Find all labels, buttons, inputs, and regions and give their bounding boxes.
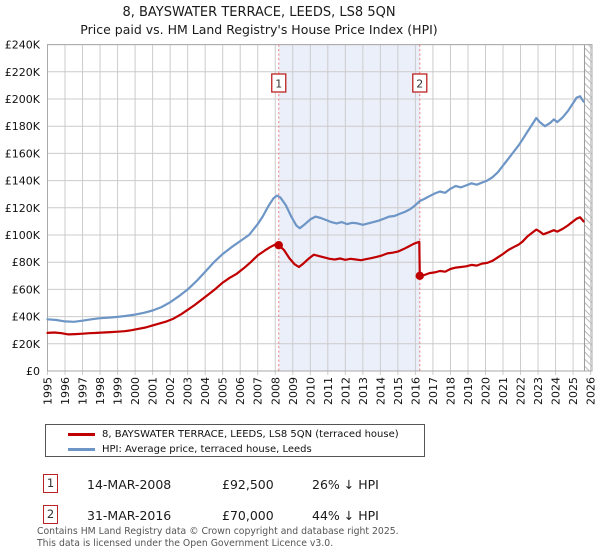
transaction-row-1: 1 14-MAR-2008 £92,500 26% ↓ HPI bbox=[0, 474, 600, 498]
x-axis-tick-label: 2005 bbox=[217, 377, 230, 405]
legend-box: 8, BAYSWATER TERRACE, LEEDS, LS8 5QN (te… bbox=[45, 424, 425, 457]
y-axis-tick-label: £80K bbox=[12, 256, 41, 269]
sale-1-marker-box bbox=[271, 73, 287, 93]
sale-1-dot bbox=[274, 241, 283, 250]
x-axis-tick-label: 2003 bbox=[182, 377, 195, 405]
price-paid-line-swatch bbox=[68, 432, 95, 436]
y-axis-tick-label: £100K bbox=[5, 229, 41, 242]
y-axis-tick-label: £120K bbox=[5, 202, 41, 215]
x-axis-tick-label: 1995 bbox=[42, 377, 55, 405]
x-axis-tick-label: 2002 bbox=[164, 377, 177, 405]
x-axis-tick-label: 2017 bbox=[427, 377, 440, 405]
y-axis-tick-label: £40K bbox=[12, 311, 41, 324]
sale-2-marker-label: 2 bbox=[416, 78, 423, 91]
x-axis-tick-label: 2004 bbox=[199, 377, 212, 405]
x-axis-tick-label: 2018 bbox=[444, 377, 457, 405]
x-axis-tick-label: 2022 bbox=[515, 377, 528, 405]
transaction-2-date: 31-MAR-2016 bbox=[87, 508, 172, 523]
x-axis-tick-label: 2006 bbox=[234, 377, 247, 405]
x-axis-tick-label: 2011 bbox=[322, 377, 335, 405]
transaction-1-date: 14-MAR-2008 bbox=[87, 477, 172, 492]
y-axis-tick-label: £60K bbox=[12, 283, 41, 296]
page-title: 8, BAYSWATER TERRACE, LEEDS, LS8 5QN bbox=[122, 5, 396, 20]
license-footer-line2: This data is licensed under the Open Gov… bbox=[37, 537, 334, 549]
license-footer-line1: Contains HM Land Registry data © Crown c… bbox=[37, 526, 399, 537]
legend-label-price-paid: 8, BAYSWATER TERRACE, LEEDS, LS8 5QN (te… bbox=[102, 428, 399, 440]
x-axis-tick-label: 2012 bbox=[339, 377, 352, 405]
sale-1-marker-label: 1 bbox=[275, 78, 282, 91]
x-axis-tick-label: 2013 bbox=[357, 377, 370, 405]
x-axis-tick-label: 2023 bbox=[532, 377, 545, 405]
price-paid-line bbox=[46, 216, 585, 336]
x-axis-tick-label: 2007 bbox=[252, 377, 265, 405]
transaction-2-vs-hpi: 44% ↓ HPI bbox=[312, 508, 379, 523]
x-axis-tick-label: 2016 bbox=[409, 377, 422, 405]
x-axis-tick-label: 2001 bbox=[147, 377, 160, 405]
y-axis-tick-label: £240K bbox=[5, 39, 41, 52]
transaction-row-2: 2 31-MAR-2016 £70,000 44% ↓ HPI bbox=[0, 505, 600, 529]
x-axis-tick-label: 1996 bbox=[59, 377, 72, 405]
y-axis-tick-label: £200K bbox=[5, 93, 41, 106]
legend-item-hpi: HPI: Average price, terraced house, Leed… bbox=[68, 442, 312, 456]
sale-2-marker-box bbox=[412, 73, 428, 93]
page-subtitle: Price paid vs. HM Land Registry's House … bbox=[80, 22, 438, 37]
x-axis-tick-label: 2021 bbox=[497, 377, 510, 405]
transaction-1-badge: 1 bbox=[43, 474, 58, 493]
y-axis-tick-label: £220K bbox=[5, 66, 41, 79]
y-axis-tick-label: £180K bbox=[5, 120, 41, 133]
transaction-2-price: £70,000 bbox=[222, 508, 274, 523]
x-axis-tick-label: 2026 bbox=[585, 377, 598, 405]
x-axis-tick-label: 2020 bbox=[479, 377, 492, 405]
transaction-2-badge: 2 bbox=[43, 505, 58, 524]
x-axis-tick-label: 2008 bbox=[269, 377, 282, 405]
x-axis-tick-label: 1999 bbox=[112, 377, 125, 405]
hpi-line-swatch bbox=[68, 447, 95, 451]
y-axis-tick-label: £20K bbox=[12, 338, 41, 351]
plot-border bbox=[47, 44, 593, 372]
legend-item-price-paid: 8, BAYSWATER TERRACE, LEEDS, LS8 5QN (te… bbox=[68, 427, 399, 441]
x-axis-tick-label: 1998 bbox=[94, 377, 107, 405]
license-footer: Contains HM Land Registry data © Crown c… bbox=[37, 526, 399, 549]
y-axis-tick-label: £0 bbox=[26, 365, 40, 378]
y-axis-tick-label: £160K bbox=[5, 147, 41, 160]
transaction-1-price: £92,500 bbox=[222, 477, 274, 492]
x-axis-tick-label: 1997 bbox=[77, 377, 90, 405]
x-axis-tick-label: 2014 bbox=[374, 377, 387, 405]
x-axis-tick-label: 2024 bbox=[550, 377, 563, 405]
hpi-line bbox=[46, 95, 585, 323]
sale-2-dot bbox=[415, 271, 424, 280]
legend-label-hpi: HPI: Average price, terraced house, Leed… bbox=[102, 443, 312, 455]
x-axis-tick-label: 2009 bbox=[287, 377, 300, 405]
x-axis-tick-label: 2000 bbox=[129, 377, 142, 405]
x-axis-tick-label: 2010 bbox=[304, 377, 317, 405]
x-axis-tick-label: 2015 bbox=[392, 377, 405, 405]
transaction-1-vs-hpi: 26% ↓ HPI bbox=[312, 477, 379, 492]
y-axis-tick-label: £140K bbox=[5, 175, 41, 188]
x-axis-tick-label: 2019 bbox=[462, 377, 475, 405]
x-axis-tick-label: 2025 bbox=[567, 377, 580, 405]
